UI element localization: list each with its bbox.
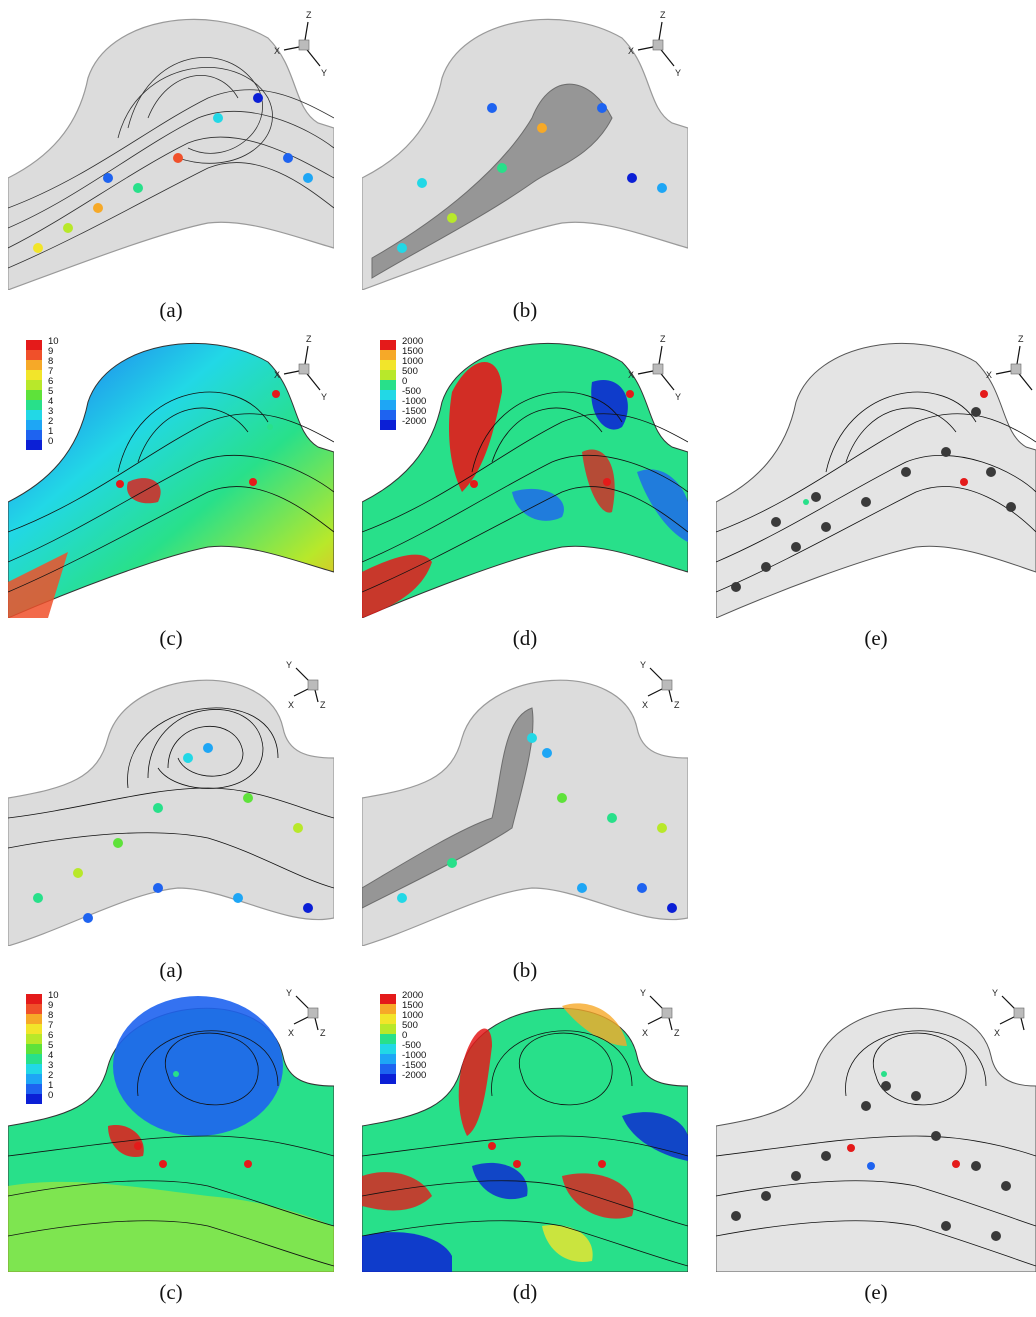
caption-r4e: (e) [864,1280,888,1304]
caption-r4d: (d) [512,1280,538,1304]
axis-z-label: Z [306,334,312,344]
axis-z-label: Z [306,10,312,20]
caption-r2e: (e) [864,626,888,650]
colorbar-c-2 [26,994,42,1104]
vessel-render-r3b: Y X Z [362,660,688,946]
panel-r3b: Y X Z [362,658,688,946]
axis-x-label: X [994,1028,1000,1038]
axis-y-label: Y [640,988,646,998]
pressure-render-r4d: Y X Z [362,988,688,1272]
caption-r2c: (c) [159,626,183,650]
caption-r3b: (b) [512,958,538,982]
vessel-render-r1b: Z X Y [362,10,688,290]
axis-y-label: Y [321,392,327,402]
axis-y-label: Y [286,660,292,670]
axis-y-label: Y [286,988,292,998]
colorbar-d [380,340,396,430]
vessel-render-r1a: Z X Y [8,10,334,290]
axis-y-label: Y [992,988,998,998]
axis-x-label: X [274,370,280,380]
particles-render-r4e: Y X [716,988,1036,1272]
axis-x-label: X [642,700,648,710]
panel-r1b: Z X Y [362,8,688,290]
particles-render-r2e: Z X [716,334,1036,618]
colorbar-c [26,340,42,450]
vessel-render-r3a: Y X Z [8,660,334,946]
axis-y-label: Y [640,660,646,670]
panel-r4d: Y X Z 2000 1500 1000 500 0 -500 -1000 -1500 … [362,986,688,1272]
panel-r2e: Z X [716,332,1036,618]
colorbar-d-ticks: 2000 1500 1000 500 0 -500 -1000 -1500 -2000 [402,336,427,427]
axis-x-label: X [288,1028,294,1038]
axis-z-label: Z [674,1028,680,1038]
axis-y-label: Y [675,68,681,78]
axis-y-label: Y [321,68,327,78]
pressure-render-r2d: Z X Y [362,334,688,618]
axis-z-label: Z [1018,334,1024,344]
caption-r2d: (d) [512,626,538,650]
axis-y-label: Y [675,392,681,402]
colorbar-d-2 [380,994,396,1084]
panel-r1a: Z X Y [8,8,334,290]
axis-x-label: X [628,46,634,56]
caption-r1b: (b) [512,298,538,322]
colorbar-d-2-ticks: 2000 1500 1000 500 0 -500 -1000 -1500 -2000 [402,990,427,1081]
axis-z-label: Z [320,1028,326,1038]
panel-r4e: Y X [716,986,1036,1272]
caption-r3a: (a) [159,958,183,982]
axis-x-label: X [288,700,294,710]
wss-render-r4c: Y X Z [8,988,334,1272]
panel-r2d: Z X Y 2000 1500 1000 500 0 -500 -1000 -1500 … [362,332,688,618]
axis-x-label: X [642,1028,648,1038]
wss-render-r2c: Z X Y [8,334,334,618]
axis-z-label: Z [674,700,680,710]
axis-x-label: X [628,370,634,380]
caption-r1a: (a) [159,298,183,322]
axis-z-label: Z [660,334,666,344]
caption-r4c: (c) [159,1280,183,1304]
panel-r3a: Y X Z [8,658,334,946]
axis-x-label: X [274,46,280,56]
axis-z-label: Z [320,700,326,710]
axis-x-label: X [986,370,992,380]
axis-z-label: Z [660,10,666,20]
